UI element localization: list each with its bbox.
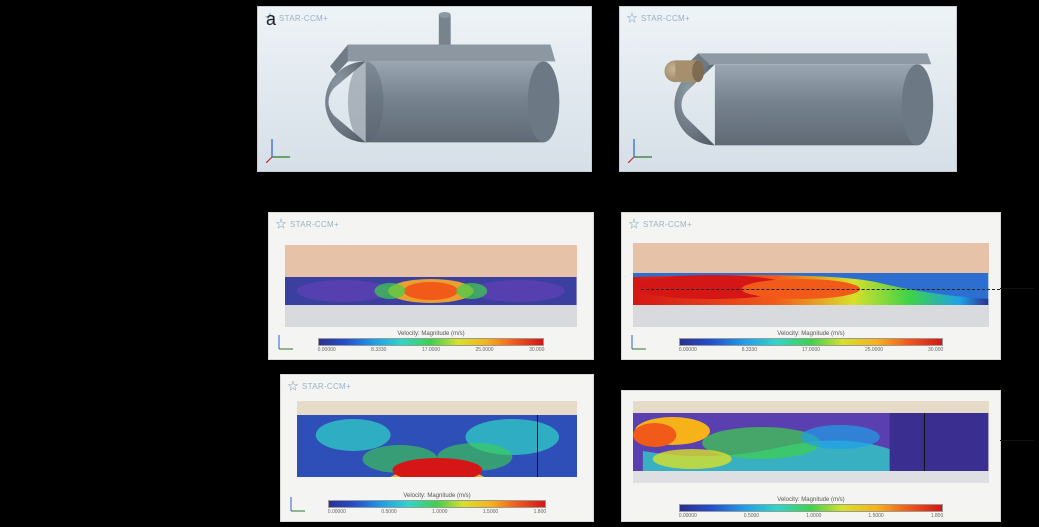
colorbar-ticks: 0.00000 0.5000 1.0000 1.5000 1.800 — [328, 509, 546, 515]
watermark: STAR-CCM+ — [287, 379, 351, 393]
watermark-text: STAR-CCM+ — [643, 220, 692, 229]
colorbar-gradient — [679, 338, 944, 346]
solid-band-upper — [285, 245, 577, 277]
axis-triad — [628, 135, 656, 163]
colorbar: Velocity: Magnitude (m/s) 0.00000 0.5000… — [328, 493, 546, 511]
colorbar-gradient — [318, 338, 545, 346]
axis-triad-small — [287, 495, 307, 515]
plate-bottom — [633, 471, 988, 483]
probe-line — [924, 413, 925, 471]
solid-band-upper — [633, 243, 988, 273]
probe-line — [537, 415, 538, 477]
velocity-field — [297, 415, 578, 477]
watermark: STAR-CCM+ — [628, 217, 692, 231]
sim-panel-1: STAR-CCM+ Velocity: Magnitude (m/s) 0. — [268, 212, 594, 360]
colorbar-ticks: 0.00000 0.5000 1.0000 1.5000 1.800 — [679, 513, 944, 519]
velocity-field — [285, 277, 577, 305]
solid-band-lower — [285, 305, 577, 327]
solid-band-lower — [633, 305, 988, 327]
watermark-text: STAR-CCM+ — [302, 382, 351, 391]
colorbar: Velocity: Magnitude (m/s) 0.00000 0.5000… — [679, 497, 944, 515]
plate-top — [633, 401, 988, 413]
axis-triad-small — [275, 333, 295, 353]
geometry-panel-top-inlet: STAR-CCM+ a — [257, 6, 592, 172]
colorbar-gradient — [328, 500, 546, 508]
sim-panel-3: STAR-CCM+ Velocity: Magnitude (m/s) — [280, 374, 594, 522]
watermark: STAR-CCM+ — [275, 217, 339, 231]
plate-top — [297, 401, 578, 415]
colorbar-title: Velocity: Magnitude (m/s) — [679, 497, 944, 503]
geometry-3d-right — [620, 7, 956, 171]
colorbar-title: Velocity: Magnitude (m/s) — [318, 331, 545, 337]
sim-panel-4: Velocity: Magnitude (m/s) 0.00000 0.5000… — [621, 390, 1001, 522]
velocity-field — [633, 413, 988, 471]
colorbar-title: Velocity: Magnitude (m/s) — [328, 493, 546, 499]
star-icon — [287, 380, 299, 392]
axis-triad-small — [628, 333, 648, 353]
geometry-3d-left — [258, 7, 591, 171]
colorbar-gradient — [679, 504, 944, 512]
arrow-right-4 — [1000, 440, 1034, 441]
axis-triad — [266, 135, 294, 163]
geometry-panel-side-inlet: STAR-CCM+ — [619, 6, 957, 172]
colorbar-title: Velocity: Magnitude (m/s) — [679, 331, 944, 337]
colorbar-ticks: 0.00000 8.3330 17.0000 25.0000 30.000 — [679, 347, 944, 353]
centerline-dashed — [641, 289, 1000, 290]
watermark-text: STAR-CCM+ — [290, 220, 339, 229]
colorbar-ticks: 0.00000 8.3330 17.0000 25.0000 30.000 — [318, 347, 545, 353]
star-icon — [275, 218, 287, 230]
colorbar: Velocity: Magnitude (m/s) 0.00000 8.3330… — [679, 331, 944, 349]
star-icon — [628, 218, 640, 230]
colorbar: Velocity: Magnitude (m/s) 0.00000 8.3330… — [318, 331, 545, 349]
arrow-right-2 — [1000, 288, 1034, 289]
sim-panel-2: STAR-CCM+ — [621, 212, 1001, 360]
